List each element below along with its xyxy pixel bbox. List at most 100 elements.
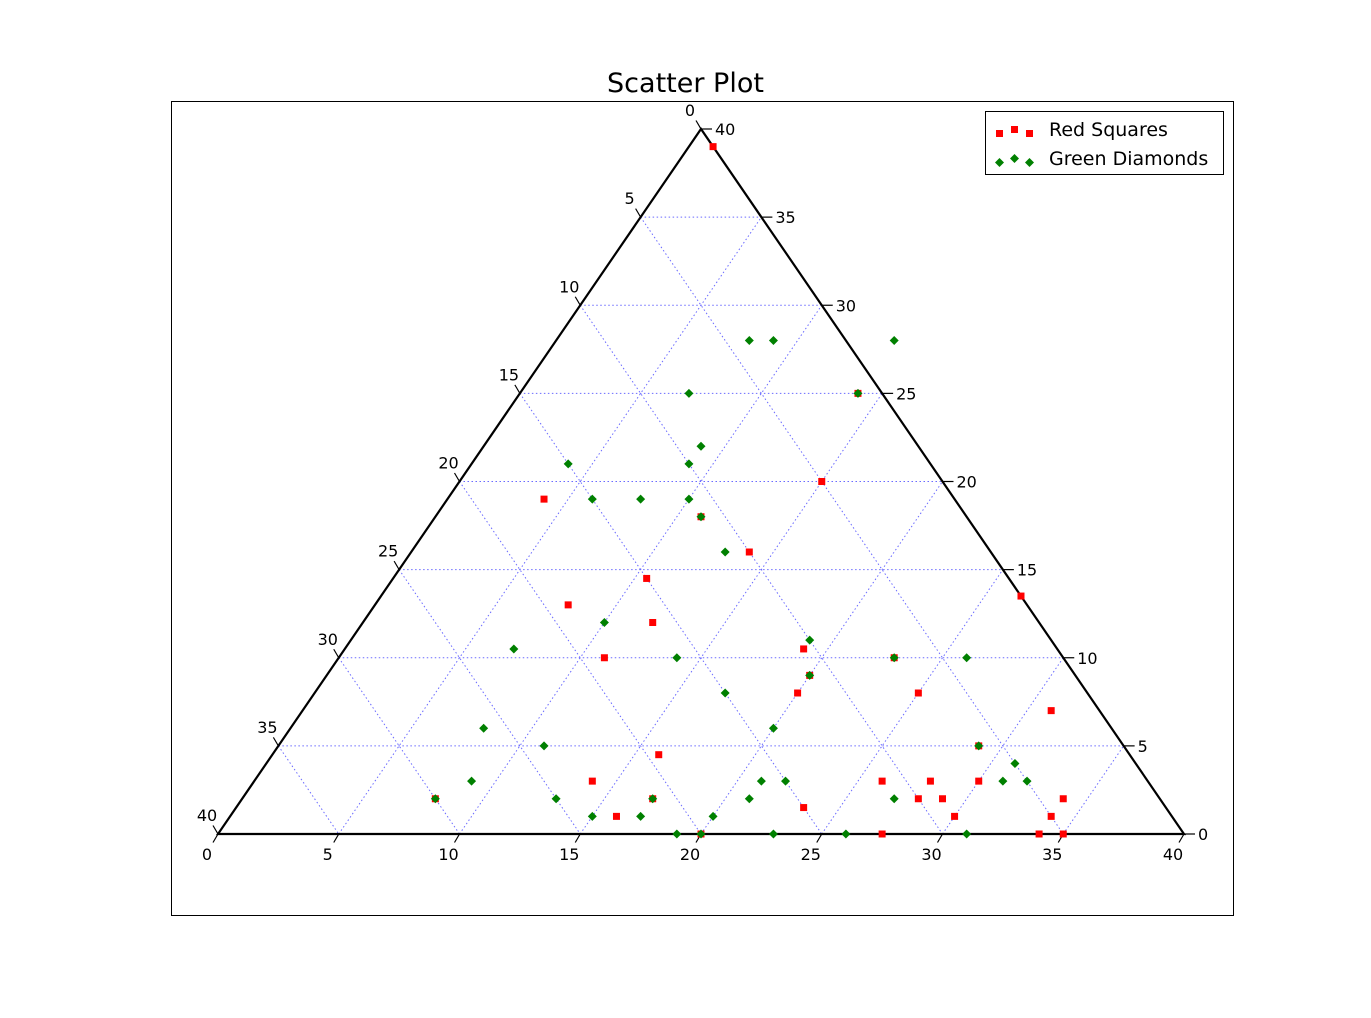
green-diamond-point <box>744 794 754 804</box>
green-diamond-point <box>587 811 597 821</box>
red-square-point <box>1047 812 1055 820</box>
right-tick-label: 0 <box>1198 825 1208 844</box>
right-tick-label: 25 <box>896 384 916 403</box>
left-tick-label: 30 <box>318 630 338 649</box>
red-square-point <box>649 619 657 626</box>
red-square-point <box>1047 707 1055 715</box>
bottom-tick-label: 30 <box>921 845 941 864</box>
green-diamond-point <box>768 723 778 733</box>
left-tick <box>635 208 642 218</box>
left-tick <box>514 384 521 394</box>
green-diamond-point <box>768 829 778 839</box>
green-diamond-point <box>1010 759 1020 768</box>
left-tick <box>272 737 279 747</box>
green-diamond-point <box>563 459 573 469</box>
green-diamond-point <box>479 723 489 733</box>
grid-line <box>579 304 943 835</box>
left-tick <box>574 296 581 306</box>
axes-frame <box>171 101 1234 916</box>
grid-line <box>700 481 943 835</box>
series-green-diamonds <box>430 336 1032 839</box>
bottom-tick <box>574 833 581 843</box>
green-diamond-point <box>509 644 519 654</box>
left-tick <box>453 472 461 482</box>
legend-label: Red Squares <box>1049 119 1168 141</box>
chart-title: Scatter Plot <box>607 68 764 99</box>
green-diamond-point <box>696 441 706 451</box>
legend-item-red-squares: Red Squares <box>986 117 1223 143</box>
left-tick-label: 15 <box>499 365 519 384</box>
bottom-tick-label: 10 <box>438 845 458 864</box>
red-square-point <box>612 812 620 820</box>
legend-label: Green Diamonds <box>1049 148 1209 170</box>
red-square-point <box>794 689 802 697</box>
green-diamond-point <box>551 794 561 804</box>
green-diamond-point <box>998 776 1008 786</box>
red-square-point <box>1017 592 1025 600</box>
right-tick-label: 15 <box>1017 561 1037 580</box>
left-tick <box>333 648 340 659</box>
green-diamond-point <box>672 829 682 839</box>
right-tick-label: 5 <box>1138 737 1148 756</box>
green-diamond-point <box>430 794 440 804</box>
red-square-point <box>914 795 922 803</box>
bottom-tick-label: 40 <box>1163 845 1183 864</box>
right-tick-label: 35 <box>775 208 795 227</box>
red-square-point <box>914 689 922 697</box>
green-diamond-point <box>467 776 477 786</box>
left-tick-label: 10 <box>559 277 579 296</box>
bottom-tick <box>1178 833 1185 843</box>
green-diamond-point <box>889 336 899 345</box>
bottom-tick-label: 5 <box>323 845 333 864</box>
red-square-point <box>951 812 959 820</box>
green-diamond-point <box>684 494 694 504</box>
red-square-marker-icon <box>996 126 1033 137</box>
green-diamond-point <box>708 811 718 821</box>
red-square-point <box>878 777 886 785</box>
red-square-point <box>600 654 608 662</box>
red-square-point <box>745 548 753 556</box>
green-diamond-point <box>756 776 766 786</box>
green-diamond-point <box>648 794 658 804</box>
bottom-tick <box>333 833 340 843</box>
left-tick-label: 40 <box>197 806 217 825</box>
left-tick-label: 35 <box>257 718 277 737</box>
green-diamond-point <box>720 547 730 557</box>
green-diamond-point <box>889 794 899 804</box>
green-diamond-point <box>744 336 754 345</box>
bottom-tick-label: 20 <box>680 845 700 864</box>
bottom-tick <box>936 833 944 843</box>
grid-line <box>579 393 883 835</box>
green-diamond-point <box>696 829 706 839</box>
green-diamond-point <box>684 388 694 398</box>
green-diamond-point <box>672 653 682 663</box>
red-square-point <box>800 804 808 812</box>
green-diamond-point <box>684 459 694 469</box>
red-square-point <box>975 777 983 785</box>
red-square-point <box>878 830 886 838</box>
left-tick <box>393 560 400 570</box>
grid-line <box>277 745 340 835</box>
green-diamond-point <box>636 494 646 504</box>
red-square-point <box>800 645 808 653</box>
red-square-point <box>643 574 651 582</box>
left-tick-label: 5 <box>625 189 635 208</box>
ticks: 0 0 0 5 5 5 10 10 10 15 15 15 20 20 20 25 25 25 30 30 30 35 35… <box>197 101 1208 864</box>
red-square-point <box>1059 830 1067 838</box>
green-diamond-point <box>1022 776 1032 786</box>
bottom-tick <box>212 833 219 843</box>
green-diamond-point <box>962 653 972 663</box>
bottom-tick-label: 25 <box>801 845 821 864</box>
grid-line <box>1062 745 1125 835</box>
green-diamond-point <box>889 653 899 663</box>
green-diamond-point <box>805 635 815 645</box>
bottom-tick <box>816 833 823 843</box>
red-square-point <box>655 751 663 759</box>
left-tick-label: 20 <box>438 454 458 473</box>
red-square-point <box>939 795 946 803</box>
green-diamond-point <box>974 741 984 751</box>
red-square-point <box>818 478 826 485</box>
grid <box>277 216 1125 835</box>
red-square-point <box>926 777 934 785</box>
